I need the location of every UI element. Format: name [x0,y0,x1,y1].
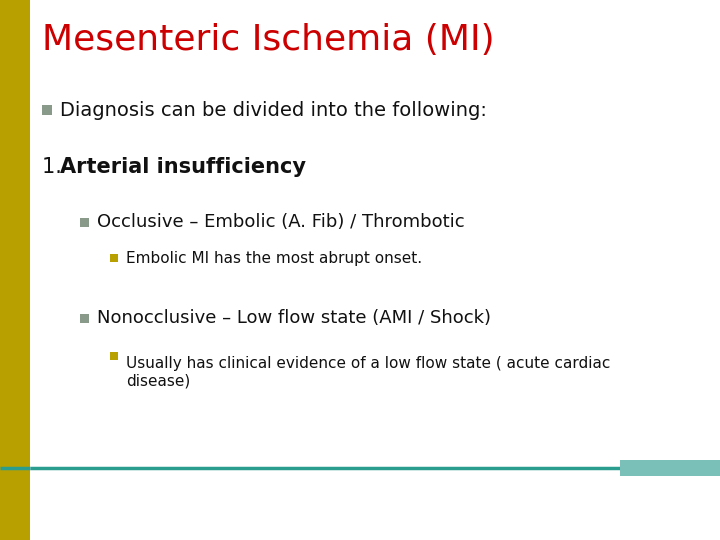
Text: Diagnosis can be divided into the following:: Diagnosis can be divided into the follow… [60,100,487,119]
Bar [620,460,720,476]
Bar [110,352,118,360]
Text: Usually has clinical evidence of a low flow state ( acute cardiac: Usually has clinical evidence of a low f… [126,356,611,371]
Text: Arterial insufficiency: Arterial insufficiency [60,157,306,177]
Text: 1.: 1. [42,157,68,177]
Text: Nonocclusive – Low flow state (AMI / Shock): Nonocclusive – Low flow state (AMI / Sho… [97,309,491,327]
Text: Embolic MI has the most abrupt onset.: Embolic MI has the most abrupt onset. [126,251,422,266]
Bar [42,105,52,115]
Text: Mesenteric Ischemia (MI): Mesenteric Ischemia (MI) [42,23,495,57]
Bar [0,0,30,540]
Bar [80,314,89,322]
Bar [80,218,89,226]
Bar [110,254,118,262]
Text: disease): disease) [126,373,190,388]
Text: Occlusive – Embolic (A. Fib) / Thrombotic: Occlusive – Embolic (A. Fib) / Thromboti… [97,213,464,231]
